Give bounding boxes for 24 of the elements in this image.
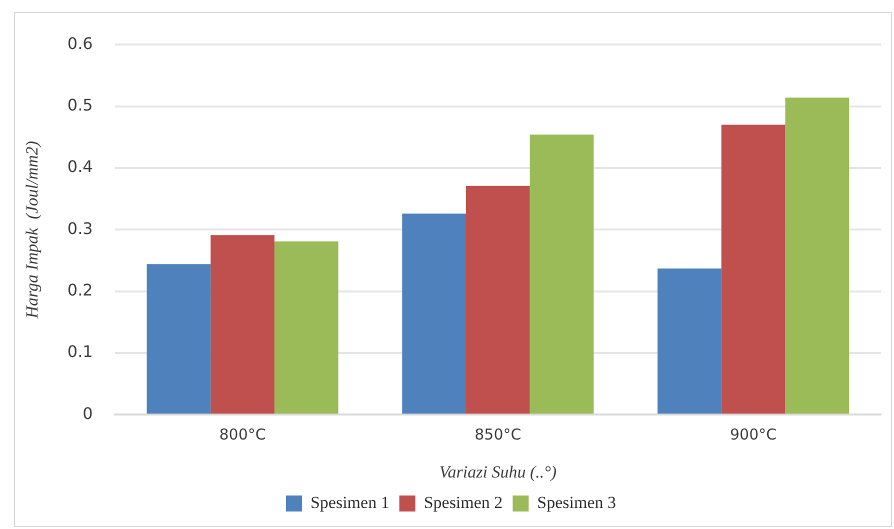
bar (466, 186, 530, 414)
bar (210, 235, 274, 414)
bar (146, 264, 211, 414)
y-tick-label: 0 (82, 404, 93, 423)
y-tick-label: 0.4 (67, 157, 93, 176)
y-tick-label: 0.1 (67, 342, 93, 362)
legend-label: Spesimen 1 (310, 492, 390, 512)
bar (658, 268, 722, 414)
bar (721, 124, 786, 414)
bar (530, 134, 594, 414)
x-tick-label: 850°C (474, 425, 522, 444)
bar (274, 241, 338, 414)
y-tick-label: 0.2 (67, 280, 93, 300)
x-tick-label: 800°C (219, 425, 266, 444)
y-axis-title: Harga Impak (Joul/mm2) (22, 140, 42, 320)
x-axis-title: Variazi Suhu (..°) (439, 462, 557, 482)
y-tick-label: 0.5 (67, 95, 93, 114)
legend-label: Spesimen 2 (424, 492, 503, 512)
bar (785, 98, 850, 414)
x-tick-label: 900°C (730, 425, 777, 444)
legend-label: Spesimen 3 (537, 492, 616, 512)
bar (402, 214, 466, 414)
y-tick-label: 0.6 (67, 34, 93, 53)
y-tick-label: 0.3 (67, 218, 93, 238)
